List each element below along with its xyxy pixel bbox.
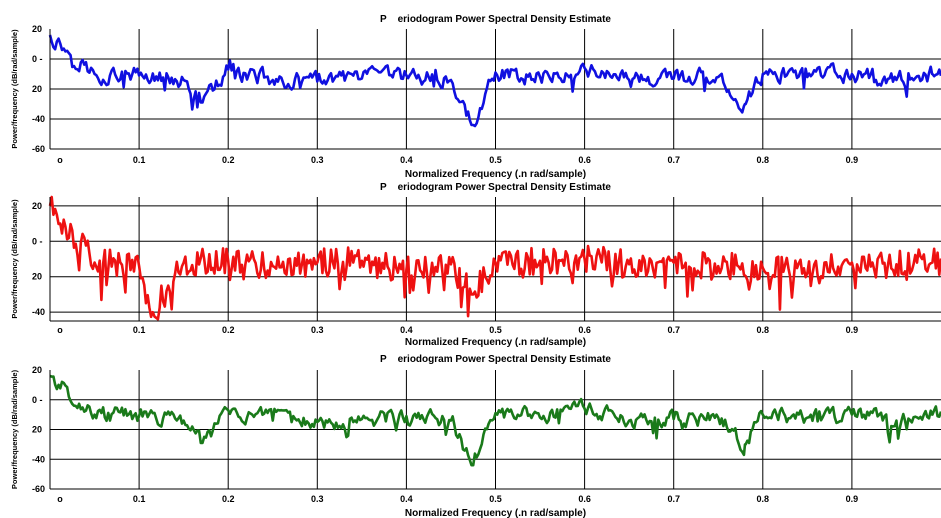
x-tick-label: 0.8	[757, 325, 770, 335]
y-tick-label: 20	[32, 24, 42, 34]
x-tick-label: 0.7	[667, 325, 680, 335]
x-tick-label: o	[57, 494, 63, 504]
x-tick-label: 0.6	[578, 494, 591, 504]
x-tick-label: 0.7	[667, 494, 680, 504]
x-tick-label: 0.9	[846, 494, 859, 504]
x-tick-label: 0.4	[400, 494, 413, 504]
periodogram-panel-3: P eriodogram Power Spectral Density Esti…	[10, 354, 941, 518]
y-tick-label: -60	[32, 484, 45, 494]
y-axis-label: Power/frequency (dB/rad/sample)	[10, 369, 19, 489]
x-tick-label: 0.1	[133, 494, 146, 504]
y-tick-label: -40	[32, 454, 45, 464]
x-tick-label: 0.8	[757, 494, 770, 504]
psd-series-line	[48, 34, 941, 128]
x-tick-label: 0.5	[489, 325, 502, 335]
periodogram-panel-2: P eriodogram Power Spectral Density Esti…	[10, 182, 941, 348]
x-tick-label: o	[57, 155, 63, 165]
y-tick-label: 20	[32, 84, 42, 94]
x-tick-label: 0.2	[222, 325, 235, 335]
chart-title: P eriodogram Power Spectral Density Esti…	[380, 182, 611, 193]
x-axis-label: Normalized Frequency (.n rad/sample)	[405, 508, 586, 518]
psd-series-line	[48, 195, 941, 321]
y-tick-label: 20	[32, 425, 42, 435]
x-tick-label: 0.3	[311, 155, 324, 165]
x-tick-label: 0.1	[133, 325, 146, 335]
y-axis-label: Power/frequency (dB/rad/sample)	[10, 199, 19, 319]
x-tick-label: 0.8	[757, 155, 770, 165]
y-tick-label: 20	[32, 272, 42, 282]
x-axis-label: Normalized Frequency (.n rad/sample)	[405, 169, 586, 180]
y-tick-label: 0 -	[32, 54, 43, 64]
y-tick-label: 20	[32, 365, 42, 375]
y-tick-label: -40	[32, 307, 45, 317]
psd-series-line	[49, 374, 941, 467]
y-tick-label: 0 -	[32, 236, 43, 246]
x-tick-label: 0.3	[311, 494, 324, 504]
x-axis-label: Normalized Frequency (.n rad/sample)	[405, 337, 586, 348]
x-tick-label: 0.9	[846, 325, 859, 335]
x-tick-label: 0.2	[222, 494, 235, 504]
y-tick-label: -60	[32, 144, 45, 154]
x-tick-label: 0.9	[846, 155, 859, 165]
x-tick-label: o	[57, 325, 63, 335]
x-tick-label: 0.6	[578, 155, 591, 165]
x-tick-label: 0.3	[311, 325, 324, 335]
periodogram-panel-1: P eriodogram Power Spectral Density Esti…	[10, 14, 941, 180]
chart-title: P eriodogram Power Spectral Density Esti…	[380, 14, 611, 25]
x-tick-label: 0.7	[667, 155, 680, 165]
x-tick-label: 0.2	[222, 155, 235, 165]
x-tick-label: 0.4	[400, 325, 413, 335]
x-tick-label: 0.5	[489, 494, 502, 504]
x-tick-label: 0.1	[133, 155, 146, 165]
y-tick-label: 20	[32, 201, 42, 211]
y-tick-label: -40	[32, 114, 45, 124]
y-axis-label: Power/frequency (dB/rad/sample)	[10, 29, 19, 149]
x-tick-label: 0.4	[400, 155, 413, 165]
x-tick-label: 0.6	[578, 325, 591, 335]
x-tick-label: 0.5	[489, 155, 502, 165]
chart-title: P eriodogram Power Spectral Density Esti…	[380, 354, 611, 365]
y-tick-label: 0 -	[32, 395, 43, 405]
